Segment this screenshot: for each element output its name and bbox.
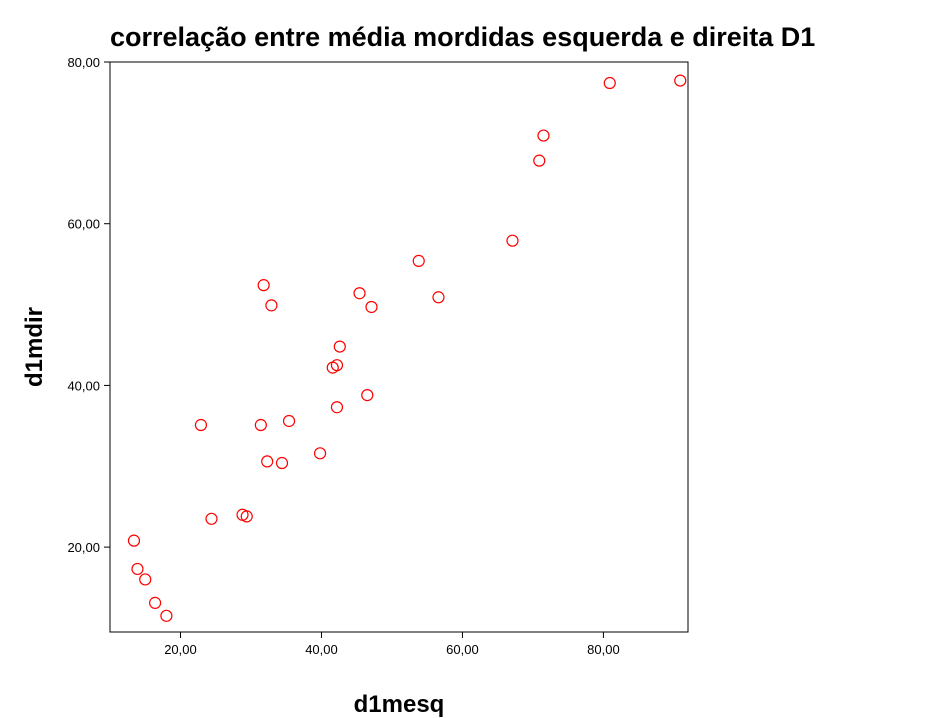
data-point	[365, 300, 378, 314]
data-points	[127, 74, 687, 622]
data-point	[353, 287, 366, 300]
data-point	[257, 279, 270, 292]
data-point	[194, 418, 208, 432]
y-axis-ticks: 20,00 40,00 60,00 80,00	[67, 55, 110, 555]
data-point	[412, 254, 425, 267]
data-point	[330, 401, 344, 414]
data-point	[139, 573, 152, 586]
data-point	[330, 359, 344, 372]
x-tick-label: 20,00	[164, 642, 197, 657]
data-point	[149, 596, 162, 609]
data-point	[261, 455, 274, 468]
y-axis-label: d1mdir	[21, 307, 48, 387]
data-point	[275, 456, 289, 470]
data-point	[432, 291, 445, 304]
x-axis-label: d1mesq	[354, 691, 445, 718]
data-point	[361, 389, 374, 402]
data-point	[674, 74, 687, 87]
chart-title: correlação entre média mordidas esquerda…	[110, 22, 815, 52]
plot-area	[109, 61, 689, 633]
data-point	[537, 129, 550, 142]
data-point	[254, 418, 267, 432]
data-point	[282, 414, 296, 428]
data-point	[313, 447, 327, 460]
y-tick-label: 20,00	[67, 540, 100, 555]
data-point	[240, 510, 253, 523]
x-tick-label: 80,00	[587, 642, 620, 657]
y-tick-label: 80,00	[67, 55, 100, 70]
x-axis-ticks: 20,00 40,00 60,00 80,00	[164, 632, 620, 657]
y-tick-label: 40,00	[67, 378, 100, 393]
data-point	[265, 299, 278, 312]
data-point	[160, 609, 173, 622]
y-tick-label: 60,00	[67, 217, 100, 232]
data-point	[131, 562, 144, 576]
data-point	[333, 340, 346, 353]
data-point	[127, 534, 141, 547]
data-point	[603, 76, 616, 90]
data-point	[533, 154, 546, 167]
x-tick-label: 40,00	[305, 642, 338, 657]
data-point	[506, 234, 519, 247]
data-point	[205, 512, 218, 525]
x-tick-label: 60,00	[446, 642, 479, 657]
